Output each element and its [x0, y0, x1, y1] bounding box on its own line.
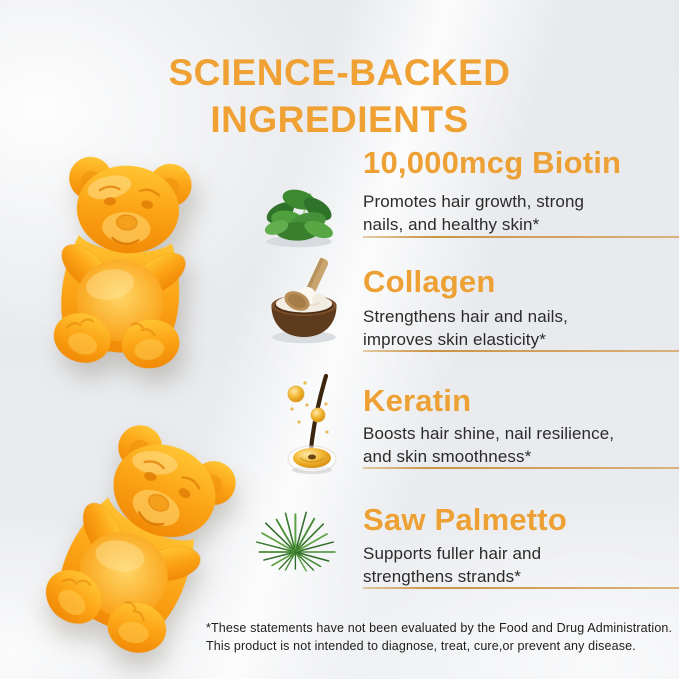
ingredient-name-collagen: Collagen [363, 264, 496, 299]
ingredient-name-saw-palmetto: Saw Palmetto [363, 502, 567, 537]
page-title-line-2: INGREDIENTS [210, 99, 469, 141]
collagen-powder-bowl-icon [260, 256, 348, 346]
section-divider [363, 350, 679, 352]
ingredient-description-keratin: Boosts hair shine, nail resilience, and … [363, 424, 615, 466]
section-divider [363, 587, 679, 589]
page-title: SCIENCE-BACKED INGREDIENTS [0, 49, 679, 144]
section-divider [363, 467, 679, 469]
spinach-leaves-icon [248, 166, 350, 250]
ingredient-description-collagen: Strengthens hair and nails, improves ski… [363, 307, 568, 349]
section-divider [363, 236, 679, 238]
ingredient-name-biotin: 10,000mcg Biotin [363, 145, 622, 180]
gummy-bear-image-1 [20, 136, 227, 395]
ingredient-description-saw-palmetto: Supports fuller hair and strengthens str… [363, 544, 542, 586]
page-title-line-1: SCIENCE-BACKED [168, 51, 511, 93]
ingredient-name-keratin: Keratin [363, 383, 472, 418]
fda-disclaimer: *These statements have not been evaluate… [206, 621, 673, 653]
saw-palmetto-leaf-icon [254, 498, 344, 588]
keratin-hair-oil-icon [282, 373, 342, 474]
ingredient-description-biotin: Promotes hair growth, strong nails, and … [363, 192, 585, 234]
